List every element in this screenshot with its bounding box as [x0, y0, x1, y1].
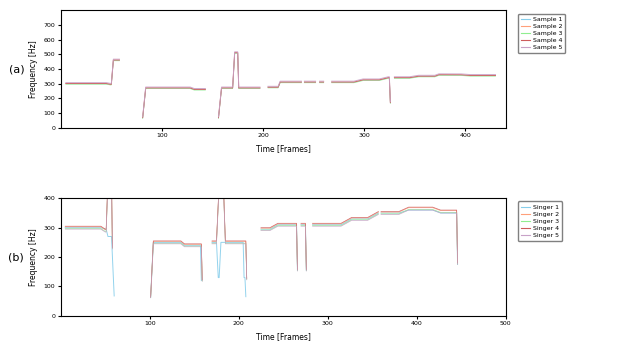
- Y-axis label: Frequency [Hz]: Frequency [Hz]: [29, 228, 38, 286]
- Text: (a): (a): [8, 64, 24, 74]
- X-axis label: Time [Frames]: Time [Frames]: [256, 332, 310, 341]
- Y-axis label: Frequency [Hz]: Frequency [Hz]: [29, 40, 38, 98]
- X-axis label: Time [Frames]: Time [Frames]: [256, 144, 310, 153]
- Legend: Sample 1, Sample 2, Sample 3, Sample 4, Sample 5: Sample 1, Sample 2, Sample 3, Sample 4, …: [518, 14, 565, 53]
- Text: (b): (b): [8, 252, 24, 262]
- Legend: Singer 1, Singer 2, Singer 3, Singer 4, Singer 5: Singer 1, Singer 2, Singer 3, Singer 4, …: [518, 202, 562, 241]
